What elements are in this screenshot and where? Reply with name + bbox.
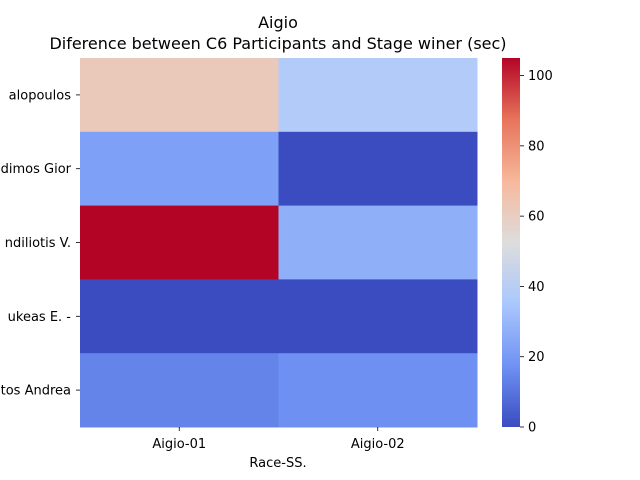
heatmap-cell	[278, 131, 478, 207]
heatmap-cell	[278, 279, 478, 354]
heatmap-cell	[278, 205, 478, 280]
heatmap-cell	[80, 279, 279, 354]
heatmap-cell	[278, 58, 478, 133]
colorbar	[502, 58, 520, 427]
chart-title: Aigio	[258, 13, 298, 32]
x-axis-label: Race-SS.	[249, 456, 306, 471]
y-tick-label: dimos Gior	[1, 162, 72, 177]
heatmap-cell	[80, 205, 279, 280]
y-tick-label: tos Andrea	[1, 384, 71, 399]
heatmap-cell	[80, 131, 279, 207]
colorbar-tick-label: 60	[528, 210, 545, 225]
y-axis: alopoulos dimos Gior ndiliotis V. ukeas E.…	[1, 88, 80, 399]
colorbar-tick-label: 0	[528, 421, 536, 436]
colorbar-tick-label: 40	[528, 280, 545, 295]
y-tick-label: alopoulos	[9, 88, 72, 103]
colorbar-axis: 0 20 40 60 80 100	[520, 69, 553, 436]
heatmap-cell	[80, 353, 279, 428]
x-tick-label: Aigio-01	[152, 437, 206, 452]
chart-subtitle: Diference between C6 Participants and St…	[49, 34, 506, 53]
heatmap-cell	[80, 58, 279, 133]
colorbar-tick-label: 80	[528, 139, 545, 154]
heatmap-cells	[80, 58, 478, 428]
colorbar-tick-label: 100	[528, 69, 553, 84]
y-tick-label: ukeas E. -	[8, 310, 72, 325]
colorbar-tick-label: 20	[528, 350, 545, 365]
x-axis: Aigio-01 Aigio-02	[152, 427, 405, 452]
heatmap-cell	[278, 353, 478, 428]
y-tick-label: ndiliotis V.	[5, 236, 71, 251]
x-tick-label: Aigio-02	[351, 437, 405, 452]
